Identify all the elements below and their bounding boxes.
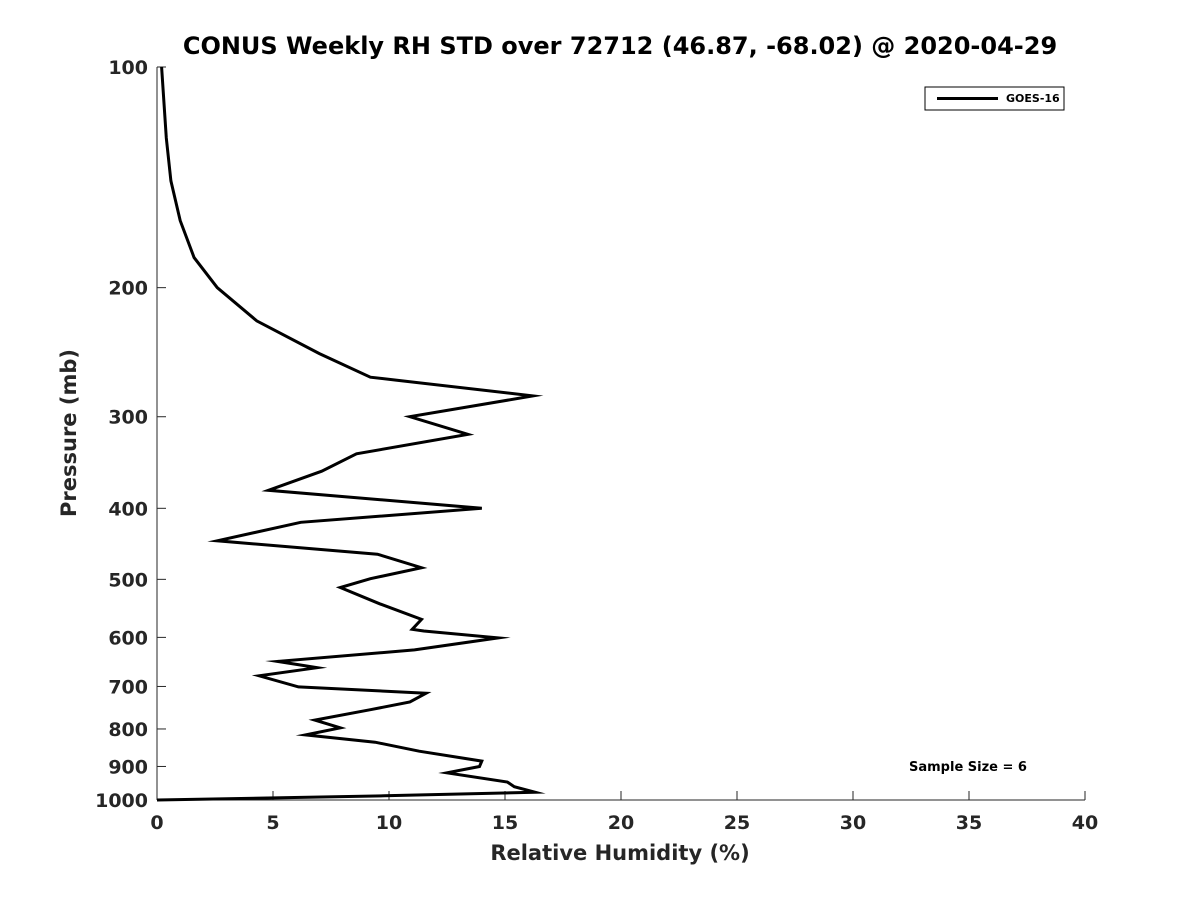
- y-tick-label: 700: [108, 676, 148, 698]
- series-layer: [156, 66, 546, 802]
- y-tick-label: 1000: [95, 790, 148, 812]
- y-axis-label: Pressure (mb): [57, 349, 81, 517]
- y-tick-label: 600: [108, 627, 148, 649]
- x-tick-label: 5: [266, 812, 279, 834]
- sample-size-annotation: Sample Size = 6: [909, 760, 1027, 775]
- series-line-goes-16: [156, 66, 546, 802]
- legend-label-goes-16: GOES-16: [1006, 92, 1060, 105]
- x-tick-label: 0: [150, 812, 163, 834]
- y-tick-label: 100: [108, 57, 148, 79]
- chart-title: CONUS Weekly RH STD over 72712 (46.87, -…: [183, 32, 1057, 60]
- x-tick-label: 40: [1072, 812, 1098, 834]
- x-tick-label: 20: [608, 812, 634, 834]
- y-tick-label: 500: [108, 569, 148, 591]
- x-tick-label: 30: [840, 812, 866, 834]
- x-axis-label: Relative Humidity (%): [490, 841, 749, 865]
- y-tick-label: 400: [108, 498, 148, 520]
- y-tick-label: 800: [108, 719, 148, 741]
- legend: GOES-16: [924, 86, 1065, 111]
- x-axis: 0 5 10 15 20 25 30 35 40: [150, 791, 1098, 834]
- y-tick-label: 300: [108, 407, 148, 429]
- x-tick-label: 10: [376, 812, 402, 834]
- y-tick-label: 200: [108, 278, 148, 300]
- x-tick-label: 25: [724, 812, 750, 834]
- y-axis: 100 200 300 400 500 600 700 800 900 1000: [95, 57, 166, 812]
- axes: [156, 67, 1085, 801]
- x-tick-label: 35: [956, 812, 982, 834]
- x-tick-label: 15: [492, 812, 518, 834]
- y-tick-label: 900: [108, 756, 148, 778]
